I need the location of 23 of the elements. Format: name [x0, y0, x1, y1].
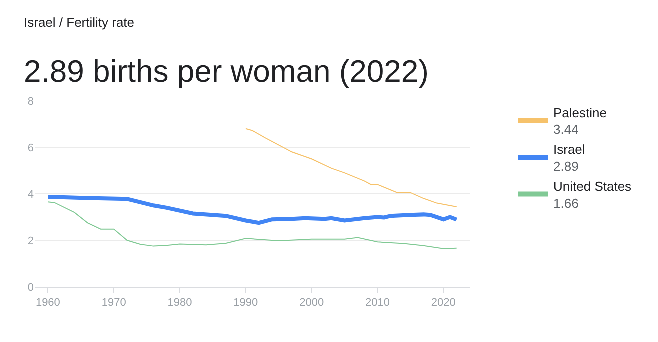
line-series [46, 195, 459, 226]
y-tick-label: 2 [28, 235, 34, 248]
y-tick-label: 4 [28, 188, 34, 201]
y-tick-label: 0 [28, 282, 34, 294]
legend-label: Israel [554, 142, 586, 158]
x-tick-label: 2000 [300, 297, 324, 310]
text: 3.44 [554, 122, 579, 138]
text: 1.66 [554, 196, 579, 211]
line-series [245, 128, 458, 208]
x-tick-label: 2010 [365, 297, 390, 310]
text: 2.89 [554, 159, 579, 174]
x-tick-label: 2020 [431, 297, 456, 310]
x-tick-label: 1980 [168, 297, 192, 310]
y-tick-label: 6 [28, 142, 34, 154]
line-series [48, 202, 458, 250]
x-tick-label: 1990 [234, 297, 258, 310]
legend-label: Palestine [554, 105, 607, 120]
legend-label: United States [554, 178, 632, 194]
chart-subtitle: Israel / Fertility rate [24, 15, 135, 30]
x-tick-label: 1970 [102, 297, 126, 310]
x-tick-label: 1960 [36, 297, 60, 310]
chart-title: 2.89 births per woman (2022) [24, 54, 429, 89]
y-tick-label: 8 [28, 96, 34, 108]
